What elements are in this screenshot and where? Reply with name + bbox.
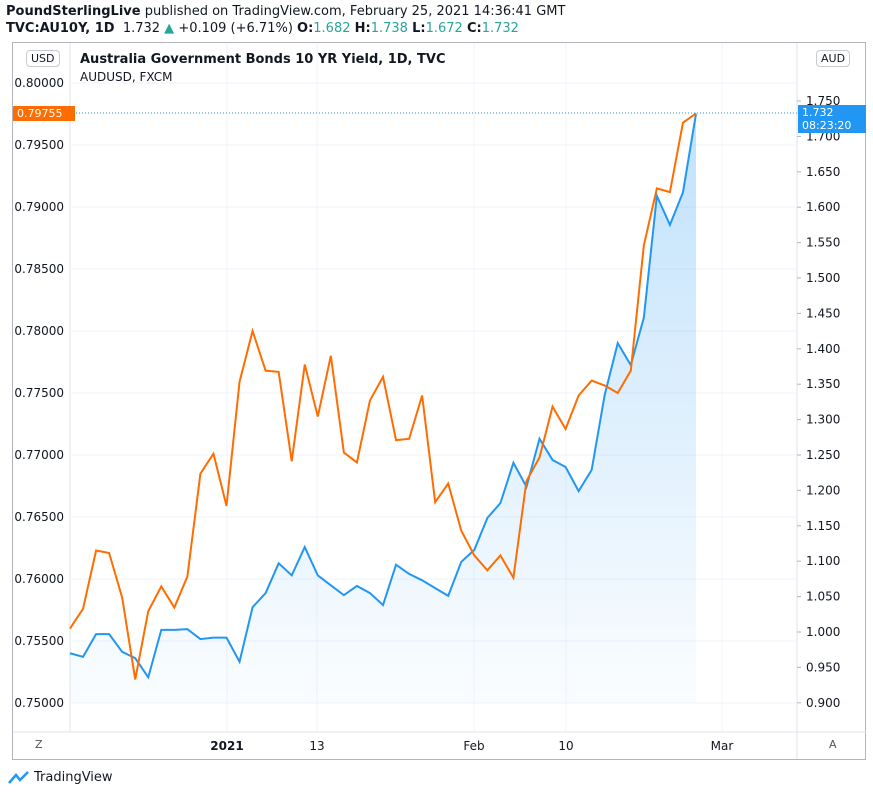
yield-area-fill bbox=[70, 113, 696, 703]
time-tick-label: 13 bbox=[309, 739, 324, 753]
price-change: +0.109 (+6.71%) bbox=[178, 21, 293, 36]
symbol: TVC:AU10Y, 1D bbox=[6, 21, 115, 36]
right-tick-label: 1.400 bbox=[806, 342, 840, 356]
yield-line bbox=[69, 113, 697, 680]
right-tick-label: 1.000 bbox=[806, 625, 840, 639]
open-value: 1.682 bbox=[313, 21, 351, 36]
left-currency-badge[interactable]: USD bbox=[26, 50, 60, 67]
left-tick-label: 0.78500 bbox=[14, 262, 64, 276]
open-label: O: bbox=[297, 21, 314, 36]
right-tick-label: 1.750 bbox=[806, 94, 840, 108]
right-tick-label: 1.450 bbox=[806, 306, 840, 320]
published-text: published on TradingView.com, February 2… bbox=[140, 4, 566, 19]
right-tick-label: 0.950 bbox=[806, 660, 840, 674]
up-arrow-icon: ▲ bbox=[164, 21, 175, 36]
left-tick-label: 0.79500 bbox=[14, 138, 64, 152]
branding-text: TradingView bbox=[34, 770, 113, 785]
left-tick-label: 0.77500 bbox=[14, 386, 64, 400]
right-currency-badge[interactable]: AUD bbox=[816, 50, 851, 67]
high-value: 1.738 bbox=[370, 21, 408, 36]
left-tick-label: 0.79000 bbox=[14, 200, 64, 214]
right-tick-label: 1.650 bbox=[806, 165, 840, 179]
low-label: L: bbox=[412, 21, 426, 36]
right-tick-label: 1.550 bbox=[806, 236, 840, 250]
left-tick-label: 0.75500 bbox=[14, 634, 64, 648]
last-price: 1.732 bbox=[122, 21, 161, 36]
left-tick-label: 0.78000 bbox=[14, 324, 64, 338]
publisher: PoundSterlingLive bbox=[6, 4, 141, 19]
left-tick-label: 0.77000 bbox=[14, 448, 64, 462]
low-value: 1.672 bbox=[425, 21, 463, 36]
ohlc-row: TVC:AU10Y, 1D 1.732 ▲ +0.109 (+6.71%) O:… bbox=[6, 21, 519, 36]
right-tick-label: 1.300 bbox=[806, 413, 840, 427]
right-tick-label: 1.050 bbox=[806, 590, 840, 604]
right-price-value: 1.732 bbox=[802, 106, 834, 119]
chart-frame[interactable] bbox=[12, 42, 866, 760]
right-tick-label: 1.600 bbox=[806, 200, 840, 214]
time-tick-label: Feb bbox=[463, 739, 484, 753]
close-label: C: bbox=[466, 21, 482, 36]
time-tick-label: 10 bbox=[558, 739, 573, 753]
overlay-series-legend[interactable]: AUDUSD, FXCM bbox=[80, 70, 173, 84]
bar-countdown: 08:23:20 bbox=[802, 119, 852, 132]
auto-scale-left-button[interactable]: Z bbox=[31, 737, 47, 752]
left-tick-label: 0.80000 bbox=[14, 76, 64, 90]
right-tick-label: 1.500 bbox=[806, 271, 840, 285]
right-tick-label: 1.250 bbox=[806, 448, 840, 462]
publish-info: PoundSterlingLive published on TradingVi… bbox=[6, 4, 565, 19]
time-tick-label: Mar bbox=[711, 739, 734, 753]
left-price-tag: 0.79755 bbox=[13, 106, 75, 121]
high-label: H: bbox=[354, 21, 371, 36]
right-tick-label: 1.200 bbox=[806, 483, 840, 497]
right-tick-label: 1.150 bbox=[806, 519, 840, 533]
audusd-line bbox=[69, 112, 697, 680]
close-value: 1.732 bbox=[481, 21, 519, 36]
left-tick-label: 0.75000 bbox=[14, 696, 64, 710]
right-tick-label: 1.350 bbox=[806, 377, 840, 391]
main-series-legend[interactable]: Australia Government Bonds 10 YR Yield, … bbox=[80, 52, 446, 67]
right-tick-label: 0.900 bbox=[806, 696, 840, 710]
auto-scale-right-button[interactable]: A bbox=[825, 737, 841, 752]
left-tick-label: 0.76000 bbox=[14, 572, 64, 586]
right-price-tag: 1.732 08:23:20 bbox=[798, 105, 866, 133]
time-tick-label: 2021 bbox=[210, 739, 243, 753]
left-tick-label: 0.76500 bbox=[14, 510, 64, 524]
tradingview-logo[interactable]: TradingView bbox=[8, 770, 113, 785]
tradingview-logo-icon bbox=[8, 770, 29, 784]
right-tick-label: 1.100 bbox=[806, 554, 840, 568]
